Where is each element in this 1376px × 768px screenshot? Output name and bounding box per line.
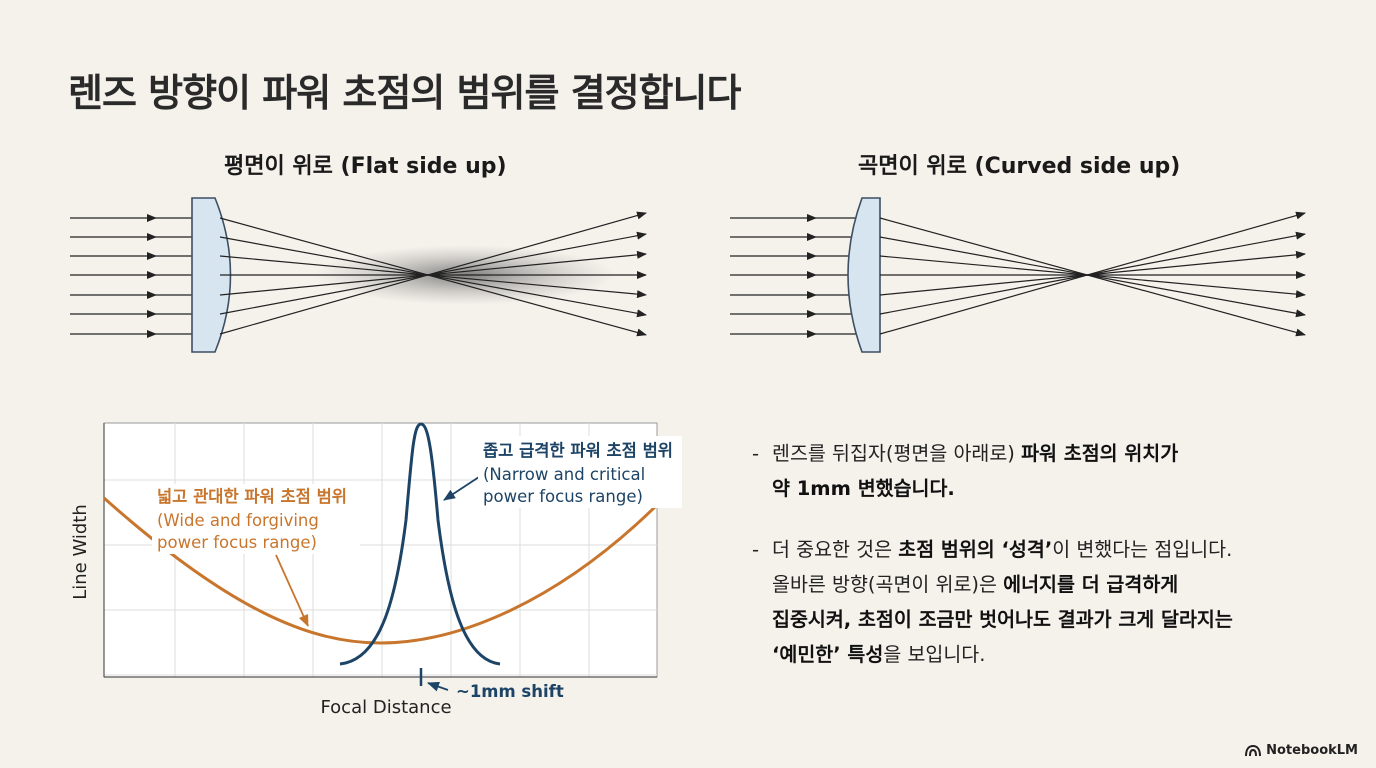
- wide-range-curve: [103, 496, 659, 645]
- explanation-notes: - 렌즈를 뒤집자(평면을 아래로) 파워 초점의 위치가 약 1mm 변했습니…: [752, 436, 1332, 698]
- plano-convex-lens-curved-up: [847, 197, 881, 353]
- wide-range-label-ko: 넓고 관대한 파워 초점 범위: [157, 487, 347, 506]
- bullet-dash: -: [752, 538, 760, 561]
- shift-arrow: [427, 681, 449, 692]
- bullet-dash: -: [752, 442, 760, 465]
- y-axis-label: Line Width: [70, 504, 91, 600]
- wide-label-backdrop: [152, 484, 360, 554]
- wide-range-arrow: [275, 554, 309, 627]
- note1-text-a: 렌즈를 뒤집자(평면을 아래로): [772, 442, 1022, 465]
- wide-range-label-en-2: power focus range): [157, 533, 317, 552]
- note2-bold-d: ‘예민한’ 특성: [772, 643, 884, 666]
- note2-text-a: 더 중요한 것은: [772, 538, 899, 561]
- note1-bold-a: 파워 초점의 위치가: [1021, 442, 1179, 465]
- note-bullet-1: - 렌즈를 뒤집자(평면을 아래로) 파워 초점의 위치가 약 1mm 변했습니…: [752, 436, 1332, 506]
- line-width-chart: 넓고 관대한 파워 초점 범위 (Wide and forgiving powe…: [70, 422, 682, 718]
- brand-label: NotebookLM: [1266, 743, 1358, 758]
- note2-text-b: 이 변했다는 점입니다.: [1052, 538, 1233, 561]
- note2-bold-c: 집중시켜, 초점이 조금만 벗어나도 결과가 크게 달라지는: [772, 608, 1233, 631]
- note2-bold-b: 에너지를 더 급격하게: [1003, 573, 1179, 596]
- note2-text-d: 을 보입니다.: [883, 643, 986, 666]
- page-title: 렌즈 방향이 파워 초점의 범위를 결정합니다: [68, 71, 741, 115]
- narrow-range-label-ko: 좁고 급격한 파워 초점 범위: [483, 441, 673, 460]
- x-axis-label: Focal Distance: [320, 697, 451, 718]
- narrow-range-arrow: [443, 474, 483, 501]
- refracted-ray: [879, 211, 1306, 335]
- flat-side-up-diagram: [70, 197, 647, 353]
- shift-label: ~1mm shift: [456, 682, 564, 701]
- note2-bold-a: 초점 범위의 ‘성격’: [898, 538, 1053, 561]
- narrow-label-backdrop: [478, 436, 682, 508]
- flat-side-up-heading: 평면이 위로 (Flat side up): [224, 154, 507, 179]
- note2-text-c: 올바른 방향(곡면이 위로)은: [772, 573, 1004, 596]
- narrow-range-label-en-1: (Narrow and critical: [483, 465, 645, 484]
- curved-side-up-diagram: [730, 197, 1306, 353]
- wide-range-label-en-1: (Wide and forgiving: [157, 511, 319, 530]
- notebooklm-brand: NotebookLM: [1245, 743, 1358, 758]
- narrow-range-curve: [339, 422, 501, 666]
- curved-side-up-heading: 곡면이 위로 (Curved side up): [858, 154, 1181, 179]
- notebooklm-logo-icon: [1245, 744, 1262, 756]
- note-bullet-2: - 더 중요한 것은 초점 범위의 ‘성격’이 변했다는 점입니다. 올바른 방…: [752, 532, 1332, 672]
- narrow-range-label-en-2: power focus range): [483, 487, 643, 506]
- refracted-ray: [219, 211, 647, 335]
- note1-bold-b: 약 1mm 변했습니다.: [772, 477, 955, 500]
